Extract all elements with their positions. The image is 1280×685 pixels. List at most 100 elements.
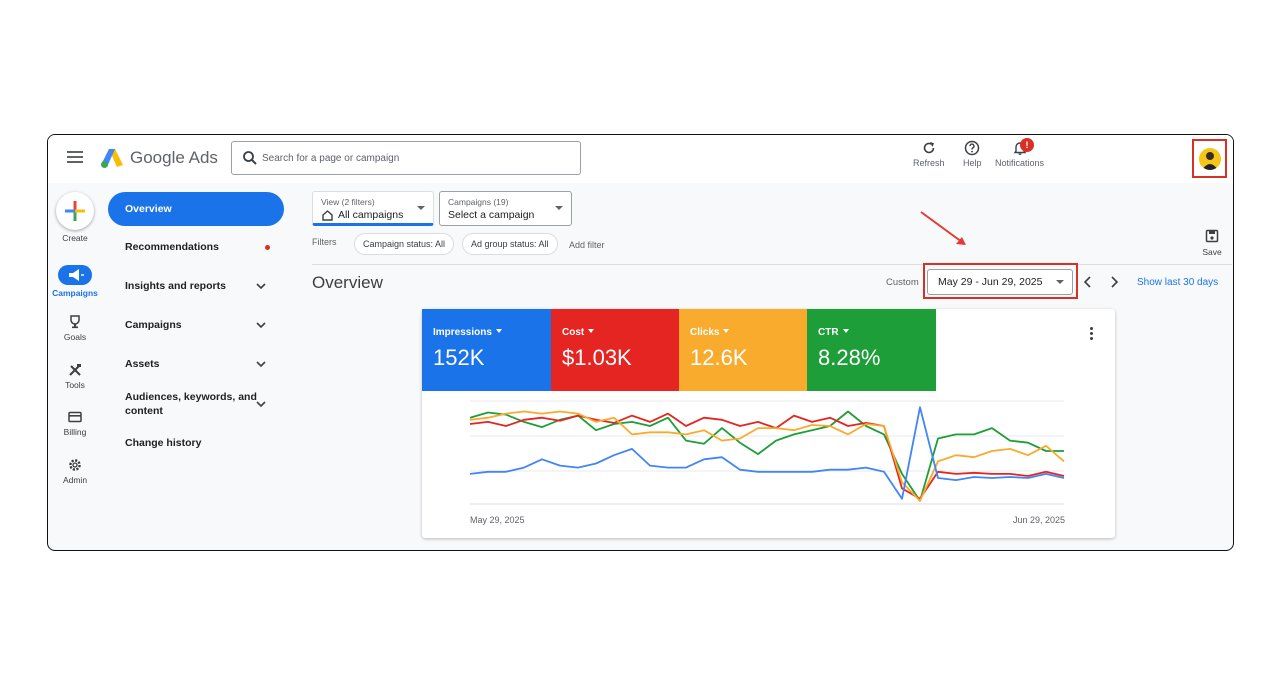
chevron-left-icon[interactable]	[1082, 275, 1094, 289]
nav-item-recommendations[interactable]: Recommendations	[108, 241, 284, 253]
metric-value: 152K	[433, 345, 485, 370]
caret-down-icon	[417, 206, 425, 210]
metric-value: $1.03K	[562, 345, 632, 370]
date-range-highlight	[923, 263, 1078, 299]
campaign-select-value: Select a campaign	[448, 209, 535, 221]
caret-down-icon	[723, 329, 730, 333]
megaphone-icon	[69, 269, 84, 281]
page-title: Overview	[312, 273, 383, 292]
nav-audiences-label-1: Audiences, keywords, and	[125, 391, 257, 403]
help-icon	[965, 140, 980, 156]
view-filter-value: All campaigns	[338, 209, 404, 221]
gear-icon	[69, 459, 81, 471]
view-filter-dropdown[interactable]: View (2 filters) All campaigns	[312, 191, 434, 226]
performance-card: Impressions 152K Cost $1.03K Clicks 12.6…	[422, 309, 1115, 538]
nav-overview-label: Overview	[125, 203, 172, 215]
x-axis-end-label: Jun 29, 2025	[1013, 515, 1066, 525]
ad-group-status-chip[interactable]: Ad group status: All	[462, 233, 558, 255]
notifications-button[interactable]: Notifications !	[995, 138, 1045, 168]
campaign-select-label: Campaigns (19)	[448, 197, 509, 207]
nav-item-audiences[interactable]: Audiences, keywords, and content	[108, 390, 284, 418]
date-range-value: May 29 - Jun 29, 2025	[938, 276, 1043, 288]
metric-tile-impressions[interactable]: Impressions 152K	[422, 309, 551, 391]
filters-label: Filters	[312, 237, 337, 247]
top-bar: Google Ads Search for a page or campaign…	[48, 135, 1233, 183]
save-label: Save	[1202, 247, 1222, 257]
metric-label: CTR	[818, 327, 839, 338]
annotation-arrow-icon	[920, 211, 966, 245]
view-filter-label: View (2 filters)	[321, 197, 375, 207]
x-axis-start-label: May 29, 2025	[470, 515, 525, 525]
help-label: Help	[963, 158, 982, 168]
credit-card-icon	[68, 411, 82, 423]
metric-value: 8.28%	[818, 345, 881, 370]
nav-recommendations-label: Recommendations	[125, 241, 219, 253]
save-button[interactable]: Save	[1198, 229, 1226, 257]
refresh-icon	[923, 142, 935, 154]
notification-badge: !	[1020, 138, 1034, 152]
tools-icon	[69, 364, 81, 376]
help-button[interactable]: Help	[963, 140, 982, 168]
metric-tile-ctr[interactable]: CTR 8.28%	[807, 309, 936, 391]
more-options-icon[interactable]	[1088, 327, 1094, 341]
chevron-down-icon	[256, 322, 266, 329]
notifications-label: Notifications	[995, 158, 1045, 168]
search-input[interactable]: Search for a page or campaign	[231, 141, 581, 175]
rail-create-label: Create	[62, 233, 88, 243]
nav-item-campaigns[interactable]: Campaigns	[108, 319, 284, 331]
nav-insights-label: Insights and reports	[125, 280, 226, 292]
nav-audiences-label-2: content	[125, 405, 163, 417]
create-button[interactable]	[56, 192, 94, 230]
campaign-status-chip[interactable]: Campaign status: All	[354, 233, 455, 255]
rail-goals-label: Goals	[63, 332, 87, 342]
metric-value: 12.6K	[690, 345, 748, 370]
rail-item-admin[interactable]: Admin	[48, 457, 102, 485]
series-line-3	[469, 406, 1065, 500]
rail-item-campaigns[interactable]: Campaigns	[48, 265, 102, 298]
refresh-label: Refresh	[913, 158, 945, 168]
date-range-picker[interactable]: May 29 - Jun 29, 2025	[927, 269, 1073, 295]
product-name: Google Ads	[130, 148, 218, 167]
nav-item-overview[interactable]: Overview	[108, 192, 284, 226]
metric-label: Clicks	[690, 327, 720, 338]
refresh-button[interactable]: Refresh	[913, 140, 945, 168]
trophy-icon	[70, 315, 80, 329]
metric-tile-cost[interactable]: Cost $1.03K	[551, 309, 680, 391]
avatar	[1199, 148, 1221, 170]
series-line-2	[469, 410, 1065, 502]
rail-tools-label: Tools	[65, 380, 85, 390]
caret-down-icon	[588, 329, 595, 333]
add-filter-button[interactable]: Add filter	[569, 240, 605, 250]
metric-label: Impressions	[433, 327, 492, 338]
account-button[interactable]	[1192, 139, 1227, 178]
plus-icon	[65, 201, 85, 221]
menu-icon[interactable]	[67, 151, 83, 165]
nav-assets-label: Assets	[125, 358, 160, 370]
campaign-select-dropdown[interactable]: Campaigns (19) Select a campaign	[439, 191, 572, 226]
app-window: Google Ads Search for a page or campaign…	[47, 134, 1234, 551]
nav-item-change-history[interactable]: Change history	[108, 437, 284, 449]
divider	[312, 264, 1232, 265]
caret-down-icon	[1056, 280, 1064, 284]
search-placeholder: Search for a page or campaign	[262, 153, 400, 164]
nav-change-history-label: Change history	[125, 437, 202, 449]
caret-down-icon	[842, 329, 849, 333]
rail-item-tools[interactable]: Tools	[48, 362, 102, 390]
save-icon	[1205, 229, 1219, 243]
nav-item-insights[interactable]: Insights and reports	[108, 280, 284, 292]
metric-tile-clicks[interactable]: Clicks 12.6K	[679, 309, 808, 391]
chevron-down-icon	[256, 401, 266, 408]
performance-chart	[469, 400, 1065, 505]
series-line-1	[469, 412, 1065, 500]
nav-item-assets[interactable]: Assets	[108, 358, 284, 370]
chevron-right-icon[interactable]	[1108, 275, 1120, 289]
caret-down-icon	[555, 206, 563, 210]
rail-item-goals[interactable]: Goals	[48, 314, 102, 342]
rail-campaigns-label: Campaigns	[52, 288, 98, 298]
recommendations-alert-dot	[265, 245, 270, 250]
show-last-30-days-link[interactable]: Show last 30 days	[1137, 277, 1219, 288]
rail-item-billing[interactable]: Billing	[48, 409, 102, 437]
chevron-down-icon	[256, 361, 266, 368]
search-icon	[243, 151, 257, 165]
rail-billing-label: Billing	[63, 427, 87, 437]
